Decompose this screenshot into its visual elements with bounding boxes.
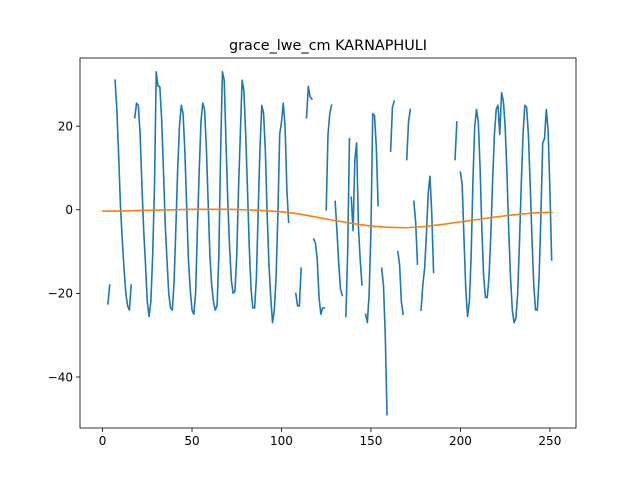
series-0-line-segment-12 [389,100,396,153]
series-0-line-segment-9 [350,142,363,286]
series-0-line-segment-4 [305,85,314,119]
x-tick-label: 0 [99,434,107,448]
series-0-line-segment-2 [133,71,290,324]
series-0-line-segment-3 [294,267,302,307]
series-0-line-segment-0 [107,284,111,305]
series-0-line-segment-11 [380,267,388,416]
x-tick-label: 100 [270,434,293,448]
chart-title: grace_lwe_cm KARNAPHULI [229,38,427,54]
series-0-line-segment-16 [420,175,435,311]
y-tick-label: 0 [65,203,73,217]
x-tick-label: 250 [538,434,561,448]
x-tick-label: 50 [184,434,199,448]
series-0-line-segment-13 [396,250,405,316]
series-0-line-segment-1 [114,79,133,311]
series-0-line-segment-8 [345,137,351,318]
series-0-line-segment-6 [325,104,333,211]
plot-frame [79,57,577,429]
y-tick-label: −40 [48,370,73,384]
series-0-line-segment-14 [405,108,412,161]
x-tick-label: 150 [359,434,382,448]
plot-area [80,58,576,428]
series-layer [101,71,553,416]
series-0-line-segment-10 [364,112,379,324]
series-0-line-segment-15 [413,200,419,265]
y-tick-label: −20 [48,287,73,301]
series-1-line-segment-0 [101,208,553,229]
series-0-line-segment-5 [312,237,326,316]
series-0-line-segment-18 [459,91,553,324]
series-0-line-segment-17 [454,121,458,161]
y-tick-label: 20 [58,119,73,133]
x-tick-label: 200 [449,434,472,448]
axes-layer: 0 50 100 150 200 250 −40 −20 0 20 [48,119,562,448]
